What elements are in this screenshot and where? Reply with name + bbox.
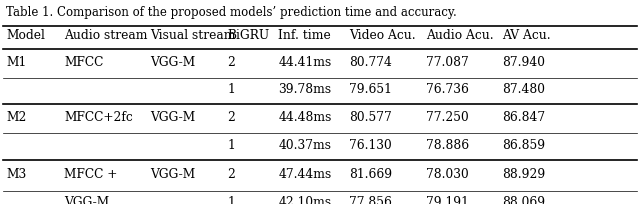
Text: AV Acu.: AV Acu. <box>502 29 551 42</box>
Text: 2: 2 <box>227 168 235 181</box>
Text: 40.37ms: 40.37ms <box>278 139 332 152</box>
Text: BiGRU: BiGRU <box>227 29 269 42</box>
Text: VGG-M: VGG-M <box>150 168 196 181</box>
Text: M3: M3 <box>6 168 27 181</box>
Text: 76.736: 76.736 <box>426 83 468 96</box>
Text: MFCC: MFCC <box>64 56 104 69</box>
Text: Inf. time: Inf. time <box>278 29 331 42</box>
Text: 79.651: 79.651 <box>349 83 392 96</box>
Text: 86.847: 86.847 <box>502 111 545 124</box>
Text: 88.929: 88.929 <box>502 168 546 181</box>
Text: Model: Model <box>6 29 45 42</box>
Text: Visual stream: Visual stream <box>150 29 236 42</box>
Text: 88.069: 88.069 <box>502 196 545 204</box>
Text: 39.78ms: 39.78ms <box>278 83 332 96</box>
Text: Audio stream: Audio stream <box>64 29 147 42</box>
Text: 44.48ms: 44.48ms <box>278 111 332 124</box>
Text: 87.940: 87.940 <box>502 56 545 69</box>
Text: 77.087: 77.087 <box>426 56 468 69</box>
Text: 80.577: 80.577 <box>349 111 392 124</box>
Text: MFCC +: MFCC + <box>64 168 117 181</box>
Text: 77.250: 77.250 <box>426 111 468 124</box>
Text: VGG-M: VGG-M <box>150 111 196 124</box>
Text: 2: 2 <box>227 56 235 69</box>
Text: 78.886: 78.886 <box>426 139 468 152</box>
Text: 78.030: 78.030 <box>426 168 468 181</box>
Text: M2: M2 <box>6 111 27 124</box>
Text: Table 1. Comparison of the proposed models’ prediction time and accuracy.: Table 1. Comparison of the proposed mode… <box>6 6 457 19</box>
Text: 79.191: 79.191 <box>426 196 468 204</box>
Text: 81.669: 81.669 <box>349 168 392 181</box>
Text: Video Acu.: Video Acu. <box>349 29 415 42</box>
Text: M1: M1 <box>6 56 27 69</box>
Text: Audio Acu.: Audio Acu. <box>426 29 493 42</box>
Text: 42.10ms: 42.10ms <box>278 196 332 204</box>
Text: 87.480: 87.480 <box>502 83 545 96</box>
Text: VGG-M: VGG-M <box>150 56 196 69</box>
Text: 76.130: 76.130 <box>349 139 392 152</box>
Text: 1: 1 <box>227 139 235 152</box>
Text: 1: 1 <box>227 83 235 96</box>
Text: 44.41ms: 44.41ms <box>278 56 332 69</box>
Text: 47.44ms: 47.44ms <box>278 168 332 181</box>
Text: 2: 2 <box>227 111 235 124</box>
Text: 86.859: 86.859 <box>502 139 545 152</box>
Text: 77.856: 77.856 <box>349 196 392 204</box>
Text: MFCC+2fc: MFCC+2fc <box>64 111 132 124</box>
Text: 1: 1 <box>227 196 235 204</box>
Text: VGG-M: VGG-M <box>64 196 109 204</box>
Text: 80.774: 80.774 <box>349 56 392 69</box>
